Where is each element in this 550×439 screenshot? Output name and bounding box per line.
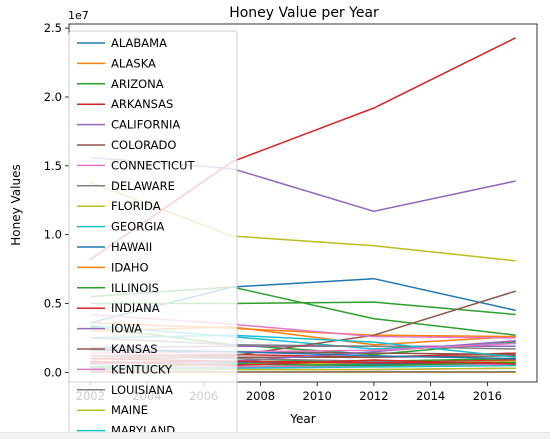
legend-label: MAINE xyxy=(111,403,148,417)
legend-label: LOUISIANA xyxy=(111,383,173,397)
legend-label: GEORGIA xyxy=(111,220,165,234)
x-tick-label: 2008 xyxy=(246,389,275,403)
y-tick-label: 0.5 xyxy=(44,297,62,311)
x-tick-label: 2014 xyxy=(416,389,445,403)
y-tick-label: 2.5 xyxy=(44,21,62,35)
legend-label: DELAWARE xyxy=(111,179,175,193)
legend-label: KANSAS xyxy=(111,342,158,356)
legend: ALABAMA ALASKA ARIZONA ARKANSAS CALIFORNIA CO… xyxy=(69,31,237,438)
legend-label: IDAHO xyxy=(111,260,149,274)
chart-title: Honey Value per Year xyxy=(229,5,379,21)
legend-label: ALASKA xyxy=(111,56,156,70)
legend-frame xyxy=(69,31,237,438)
y-tick-label: 1.5 xyxy=(44,159,62,173)
legend-label: ARIZONA xyxy=(111,77,164,91)
legend-label: INDIANA xyxy=(111,301,160,315)
legend-label: COLORADO xyxy=(111,138,176,152)
legend-label: FLORIDA xyxy=(111,199,161,213)
y-tick-label: 2.0 xyxy=(44,90,62,104)
y-tick-label: 1.0 xyxy=(44,228,62,242)
legend-label: HAWAII xyxy=(111,240,152,254)
legend-label: IOWA xyxy=(111,322,142,336)
legend-label: KENTUCKY xyxy=(111,362,173,376)
legend-label: ARKANSAS xyxy=(111,97,173,111)
legend-label: ALABAMA xyxy=(111,36,167,50)
x-tick-label: 2010 xyxy=(303,389,332,403)
y-tick-label: 0.0 xyxy=(44,365,62,379)
legend-label: ILLINOIS xyxy=(111,281,159,295)
legend-label: CALIFORNIA xyxy=(111,118,180,132)
legend-label: CONNECTICUT xyxy=(111,158,195,172)
x-tick-label: 2016 xyxy=(473,389,502,403)
x-axis-label: Year xyxy=(289,412,315,426)
y-axis-label: Honey Values xyxy=(9,164,23,245)
y-multiplier-label: 1e7 xyxy=(68,9,89,22)
x-tick-label: 2012 xyxy=(359,389,388,403)
